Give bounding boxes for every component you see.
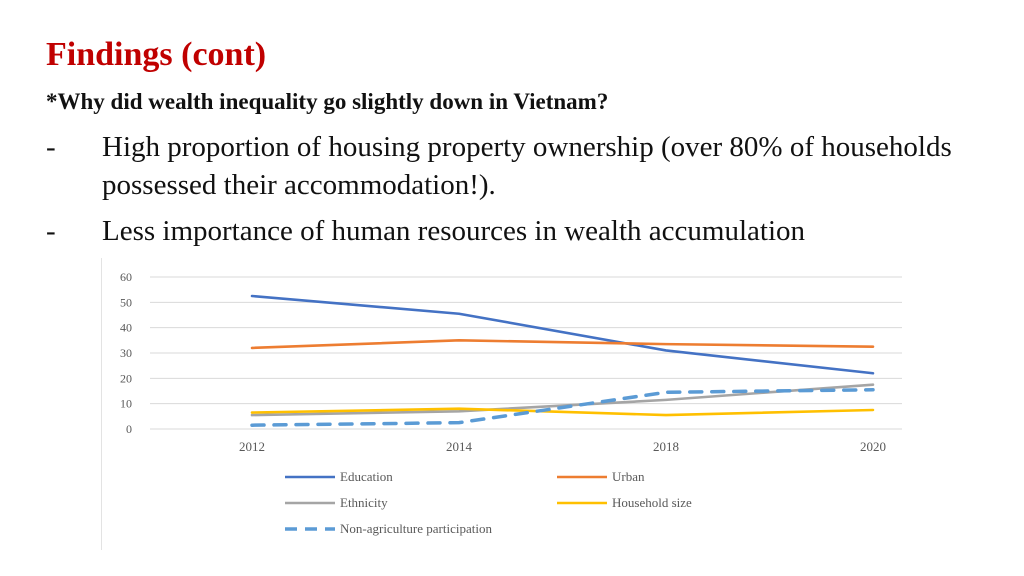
bullet-list: - High proportion of housing property ow… [46,128,986,258]
series-line [250,383,875,417]
series-line [250,294,875,375]
y-tick-label: 10 [120,397,132,411]
legend-label: Ethnicity [340,495,388,510]
bullet-item: - Less importance of human resources in … [46,212,986,250]
legend-label: Non-agriculture participation [340,521,492,536]
x-tick-label: 2018 [653,439,679,454]
y-tick-label: 30 [120,346,132,360]
x-tick-label: 2020 [860,439,886,454]
slide-subtitle: *Why did wealth inequality go slightly d… [46,89,609,114]
y-tick-label: 40 [120,321,132,335]
bullet-item: - High proportion of housing property ow… [46,128,986,204]
y-tick-label: 20 [120,371,132,385]
slide-title: Findings (cont) [46,36,267,73]
bullet-text: Less importance of human resources in we… [102,215,806,247]
line-chart: 0 10 20 30 40 50 60 2012 2014 2018 2020 Education Ur… [120,270,902,536]
series-line [250,387,875,427]
bullet-marker: - [46,131,56,163]
bullet-marker: - [46,215,56,247]
x-tick-label: 2012 [239,439,265,454]
series-line [250,407,875,417]
chart-container: 0 10 20 30 40 50 60 2012 2014 2018 2020 Education Ur… [101,258,904,550]
y-tick-label: 0 [126,422,132,436]
legend-label: Education [340,469,393,484]
x-tick-label: 2014 [446,439,473,454]
legend-label: Household size [612,495,692,510]
legend-label: Urban [612,469,645,484]
y-tick-label: 60 [120,270,132,284]
series-line [250,339,875,350]
bullet-text: High proportion of housing property owne… [102,131,952,201]
y-tick-label: 50 [120,295,132,309]
